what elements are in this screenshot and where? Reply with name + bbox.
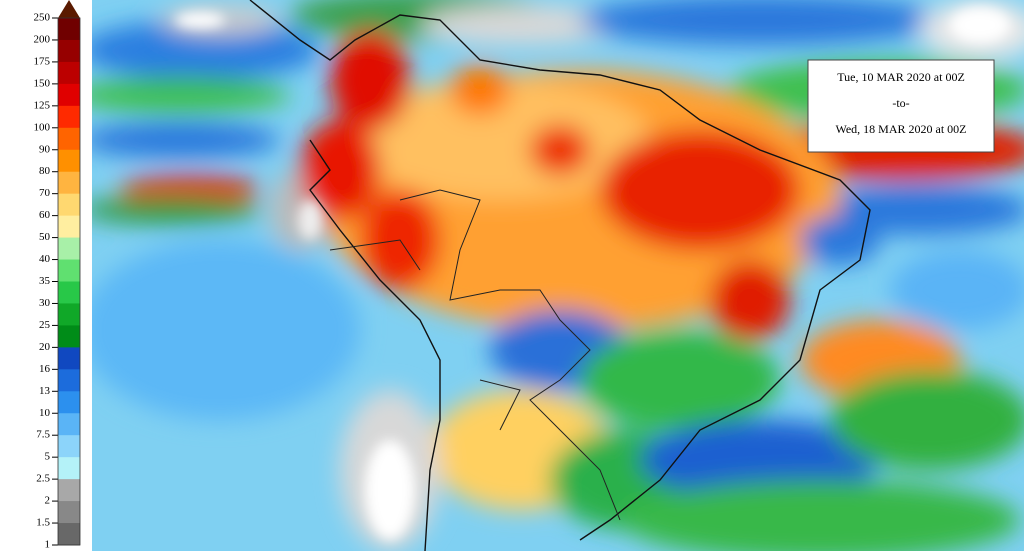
legend-swatch [58, 127, 80, 151]
legend-label: 40 [39, 253, 51, 265]
legend-label: 80 [39, 165, 51, 177]
legend-swatch [58, 281, 80, 304]
legend-swatch [58, 479, 80, 502]
legend-label: 5 [45, 451, 51, 463]
date-start: Tue, 10 MAR 2020 at 00Z [837, 70, 965, 84]
date-box [807, 59, 995, 153]
legend-label: 16 [39, 363, 51, 375]
legend-swatch [58, 237, 80, 261]
legend-swatch [58, 193, 80, 217]
legend-label: 70 [39, 187, 51, 199]
legend-swatch [58, 105, 80, 129]
legend-label: 250 [34, 12, 51, 24]
legend-label: 7.5 [36, 429, 50, 441]
legend-swatch [58, 347, 80, 370]
legend-swatch [58, 149, 80, 173]
legend-label: 175 [34, 55, 51, 67]
legend-swatch [58, 39, 80, 63]
legend-swatch [58, 83, 80, 107]
legend-swatch [58, 215, 80, 239]
legend-swatch [58, 391, 80, 414]
legend-swatch [58, 457, 80, 480]
legend-label: 30 [39, 297, 51, 309]
legend-swatch [58, 171, 80, 195]
legend-label: 150 [34, 77, 51, 89]
legend-label: 90 [39, 143, 51, 155]
legend-label: 1.5 [36, 517, 50, 529]
date-end: Wed, 18 MAR 2020 at 00Z [835, 122, 966, 136]
legend-label: 125 [34, 99, 51, 111]
legend-label: 35 [39, 275, 51, 287]
legend-swatch [58, 435, 80, 458]
coastline [249, 0, 871, 551]
legend-arrow [58, 0, 80, 18]
legend-frame [57, 17, 81, 546]
legend-label: 1 [45, 539, 51, 551]
legend-label: 200 [34, 33, 51, 45]
legend-label: 10 [39, 407, 51, 419]
legend-label: 2.5 [36, 473, 50, 485]
legend-label: 25 [39, 319, 51, 331]
legend-label: 13 [39, 385, 51, 397]
legend-swatch [58, 325, 80, 348]
legend-swatch [58, 303, 80, 326]
legend-swatch [58, 61, 80, 85]
borders [329, 189, 621, 521]
legend-swatch [58, 369, 80, 392]
legend-swatch [58, 413, 80, 436]
legend-swatch [58, 501, 80, 524]
legend-label: 50 [39, 231, 51, 243]
legend-label: 60 [39, 209, 51, 221]
legend: 2502001751501251009080706050403530252016… [34, 12, 81, 551]
legend-label: 2 [45, 495, 51, 507]
date-separator: -to- [892, 96, 909, 110]
legend-label: 20 [39, 341, 51, 353]
legend-swatch [58, 523, 80, 546]
legend-swatch [58, 18, 80, 41]
legend-swatch [58, 259, 80, 282]
legend-label: 100 [34, 121, 51, 133]
